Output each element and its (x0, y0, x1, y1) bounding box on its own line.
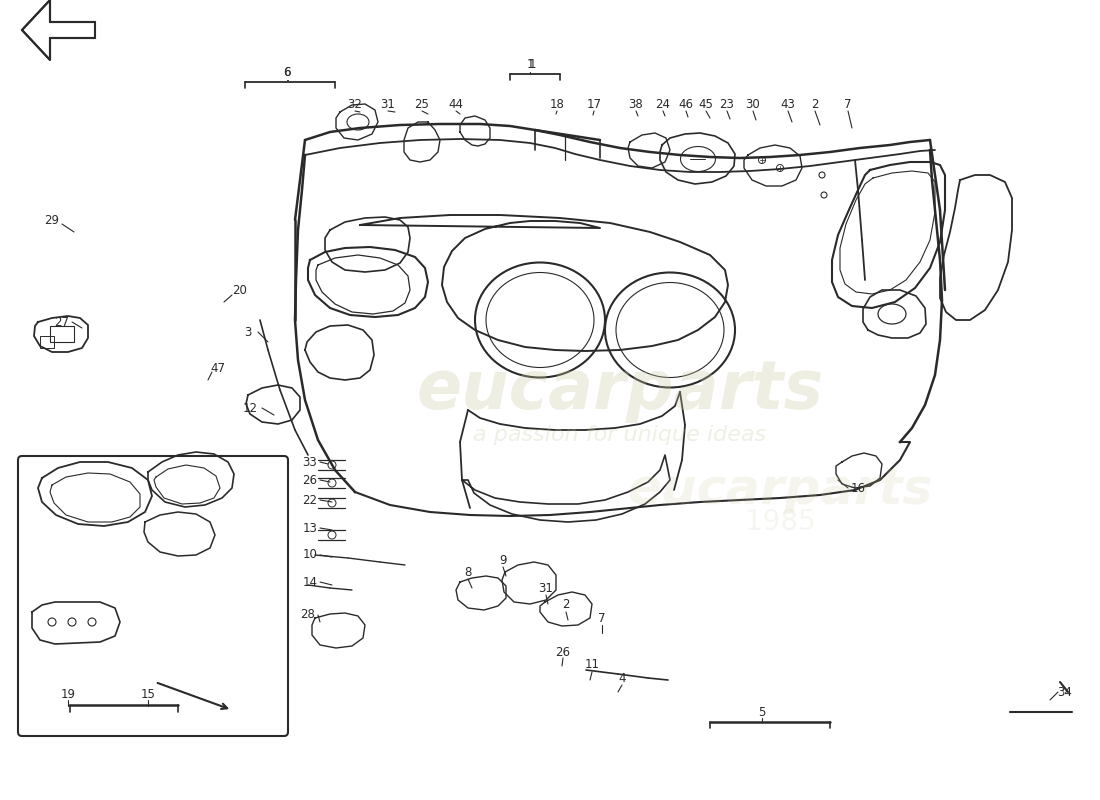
Text: 5: 5 (758, 706, 766, 718)
Text: 43: 43 (781, 98, 795, 110)
Text: 7: 7 (845, 98, 851, 110)
Text: 3: 3 (244, 326, 252, 338)
Text: 32: 32 (348, 98, 362, 110)
Text: 2: 2 (562, 598, 570, 611)
Text: eucarparts: eucarparts (627, 466, 933, 514)
Text: 11: 11 (584, 658, 600, 671)
Text: 33: 33 (302, 455, 318, 469)
Text: 1: 1 (528, 58, 536, 71)
Text: 14: 14 (302, 575, 318, 589)
Text: 7: 7 (598, 611, 606, 625)
Text: 31: 31 (539, 582, 553, 594)
Bar (50, 326, 74, 342)
Text: 1: 1 (526, 58, 534, 71)
Polygon shape (22, 0, 95, 60)
Text: 10: 10 (302, 549, 318, 562)
Text: 13: 13 (302, 522, 318, 534)
Text: 18: 18 (550, 98, 564, 110)
Text: eucarparts: eucarparts (417, 357, 824, 423)
Text: 38: 38 (628, 98, 643, 110)
Text: 34: 34 (1057, 686, 1072, 698)
Text: 29: 29 (44, 214, 59, 226)
Text: 6: 6 (284, 66, 290, 79)
Text: 22: 22 (302, 494, 318, 506)
Text: 9: 9 (499, 554, 507, 566)
Text: 45: 45 (698, 98, 714, 110)
Text: 19: 19 (60, 687, 76, 701)
Text: 15: 15 (141, 687, 155, 701)
Text: a passion for unique ideas: a passion for unique ideas (473, 425, 767, 445)
Text: 47: 47 (210, 362, 225, 374)
Text: 2: 2 (812, 98, 818, 110)
Text: 30: 30 (746, 98, 760, 110)
Text: 46: 46 (679, 98, 693, 110)
Bar (40, 336, 54, 348)
Text: 8: 8 (464, 566, 472, 578)
Text: 23: 23 (719, 98, 735, 110)
Text: 28: 28 (300, 609, 316, 622)
Text: 31: 31 (381, 98, 395, 110)
Text: 6: 6 (284, 66, 290, 79)
Text: 17: 17 (586, 98, 602, 110)
Text: 24: 24 (656, 98, 671, 110)
Text: 27: 27 (55, 315, 69, 329)
Text: 12: 12 (242, 402, 257, 414)
Text: 25: 25 (415, 98, 429, 110)
Text: 26: 26 (302, 474, 318, 486)
Text: 44: 44 (449, 98, 463, 110)
Text: 26: 26 (556, 646, 571, 658)
Text: 1985: 1985 (745, 508, 815, 536)
Text: 20: 20 (232, 283, 248, 297)
Text: 4: 4 (618, 671, 626, 685)
Text: 16: 16 (850, 482, 866, 494)
